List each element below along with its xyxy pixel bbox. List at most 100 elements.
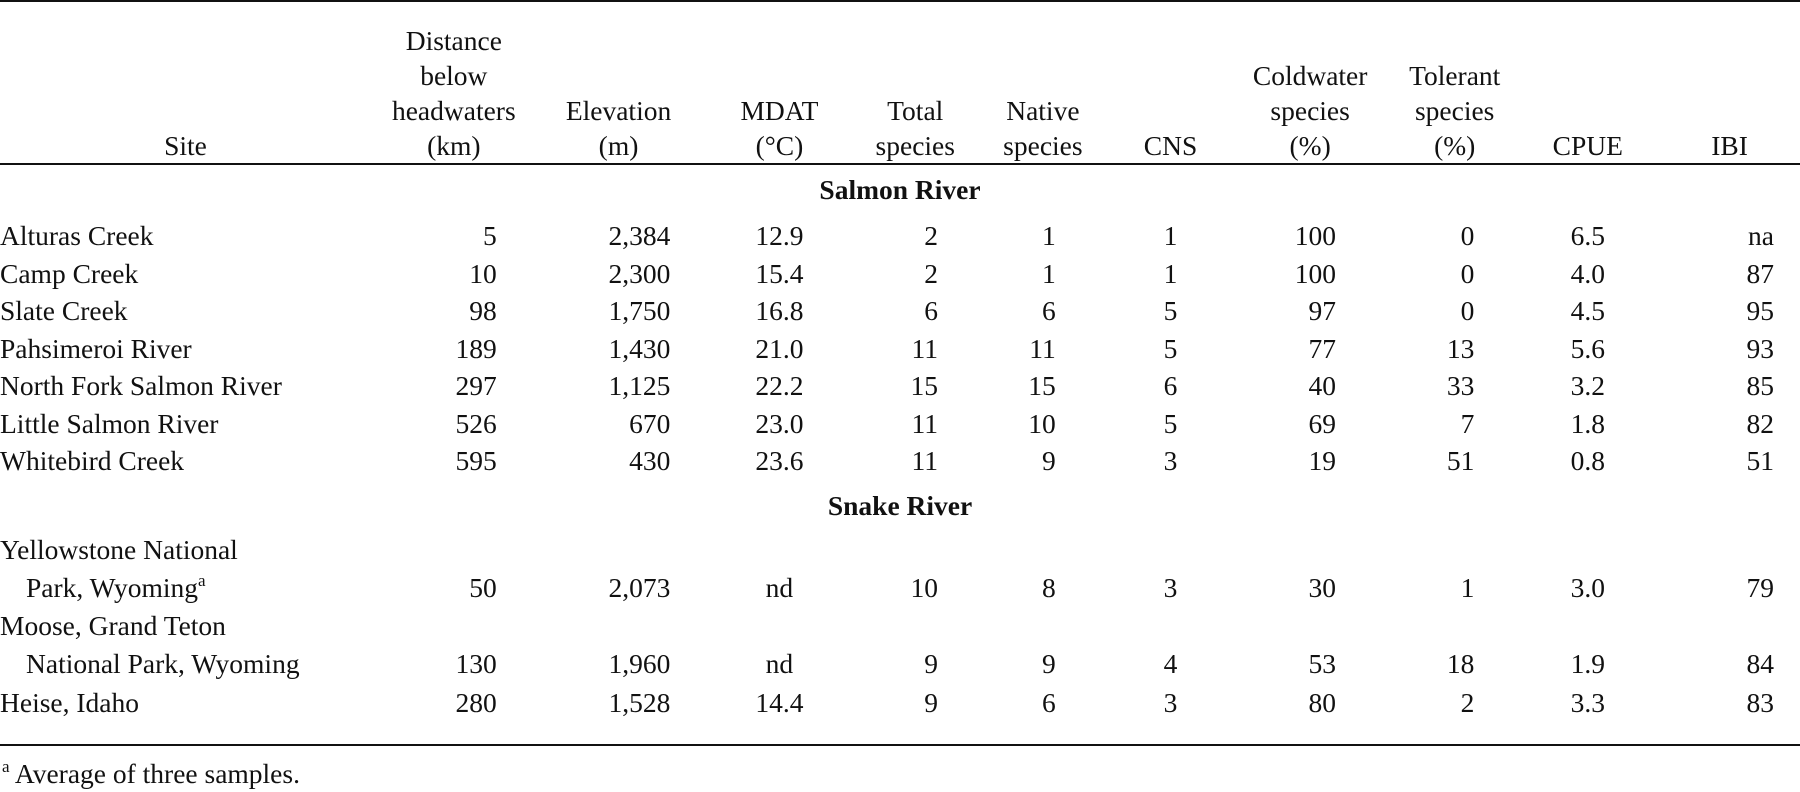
table-row: Pahsimeroi River 189 1,430 21.0 11 11 5 77 13 5.6…	[0, 330, 1800, 368]
mdat-cell: 14.4	[755, 686, 804, 718]
empty-cell	[972, 608, 1114, 644]
column-header-line: species	[1270, 95, 1350, 126]
site-name: Alturas Creek	[0, 220, 154, 251]
tolerant-cell: 0	[1460, 257, 1475, 289]
table-row: Alturas Creek 5 2,384 12.9 2 1 1 100 0 6.5 na	[0, 217, 1800, 255]
empty-cell	[1516, 608, 1659, 644]
column-header-line: MDAT	[740, 95, 819, 126]
coldwater-cell: 53	[1308, 647, 1337, 679]
native-species-cell: 10	[1028, 407, 1056, 439]
column-header-line: below	[420, 60, 488, 91]
mdat-cell: 12.9	[755, 220, 804, 251]
column-header-line: (%)	[1434, 130, 1476, 161]
site-cell: Slate Creek	[0, 292, 371, 330]
ibi-cell: 84	[1746, 647, 1775, 679]
native-species-cell: 11	[1029, 332, 1056, 364]
elevation-cell: 670	[629, 407, 671, 439]
ibi-cell: 51	[1746, 445, 1775, 476]
empty-cell	[1227, 532, 1393, 568]
empty-cell	[371, 532, 537, 568]
group-heading-row: Salmon River	[0, 163, 1800, 217]
elevation-cell: 1,125	[608, 370, 671, 401]
total-species-cell: 9	[924, 686, 938, 718]
cpue-cell: 4.5	[1570, 295, 1605, 326]
mdat-cell: 23.6	[755, 445, 804, 476]
total-species-cell: 11	[911, 407, 938, 439]
data-table: Site Distance below headwaters (km) Elevation…	[0, 2, 1800, 721]
distance-cell: 297	[455, 370, 497, 401]
total-species-cell: 2	[924, 257, 938, 289]
column-header-line: Site	[164, 130, 207, 161]
empty-cell	[537, 532, 701, 568]
column-header-line: species	[1003, 130, 1083, 161]
elevation-cell: 1,528	[608, 686, 671, 718]
mdat-cell: nd	[765, 647, 794, 679]
empty-cell	[371, 608, 537, 644]
cns-cell: 1	[1163, 257, 1178, 289]
cpue-cell: 6.5	[1570, 220, 1605, 251]
coldwater-cell: 77	[1308, 332, 1337, 364]
cpue-cell: 3.3	[1570, 686, 1605, 718]
column-header-line: (m)	[598, 130, 639, 161]
empty-cell	[700, 532, 858, 568]
empty-cell	[1516, 532, 1659, 568]
table-row: Camp Creek 10 2,300 15.4 2 1 1 100 0 4.0 87	[0, 255, 1800, 293]
empty-cell	[1393, 608, 1516, 644]
tolerant-cell: 33	[1446, 370, 1475, 401]
empty-cell	[859, 532, 972, 568]
footnote: a Average of three samples.	[2, 757, 300, 791]
cpue-cell: 0.8	[1570, 445, 1605, 476]
column-header-line: species	[875, 130, 955, 161]
cpue-cell: 4.0	[1570, 257, 1605, 289]
table-row: National Park, Wyoming 130 1,960 nd 9 9 4 53 18 1…	[0, 644, 1800, 684]
cns-cell: 5	[1163, 332, 1178, 364]
empty-cell	[1659, 532, 1800, 568]
ibi-cell: 79	[1746, 571, 1775, 603]
column-header-line: Total	[887, 95, 944, 126]
column-header-line: Coldwater	[1252, 60, 1368, 91]
distance-cell: 5	[482, 220, 497, 251]
site-name: Pahsimeroi River	[0, 332, 192, 364]
total-species-cell: 6	[924, 295, 938, 326]
column-header-line: Native	[1006, 95, 1080, 126]
table-row-site-continued: Moose, Grand Teton	[0, 608, 1800, 644]
footnote-text: Average of three samples.	[9, 758, 300, 789]
column-header: Tolerant species (%)	[1393, 2, 1516, 163]
cpue-cell: 5.6	[1570, 332, 1605, 364]
column-header-line: CPUE	[1552, 130, 1623, 161]
table-row: Little Salmon River 526 670 23.0 11 10 5 69 7 1.8…	[0, 405, 1800, 443]
site-name: Little Salmon River	[0, 407, 219, 439]
ibi-cell: 82	[1746, 407, 1775, 439]
ibi-cell: 87	[1746, 257, 1775, 289]
coldwater-cell: 80	[1308, 686, 1337, 718]
table-row: Whitebird Creek 595 430 23.6 11 9 3 19 51 0.8 51	[0, 442, 1800, 480]
cns-cell: 6	[1163, 370, 1178, 401]
coldwater-cell: 19	[1308, 445, 1337, 476]
table-body: Salmon River Alturas Creek 5 2,384 12.9 2 1 1 10…	[0, 163, 1800, 721]
tolerant-cell: 2	[1460, 686, 1475, 718]
cns-cell: 3	[1163, 445, 1178, 476]
cns-cell: 5	[1163, 407, 1178, 439]
site-name: Camp Creek	[0, 257, 139, 289]
empty-cell	[1659, 608, 1800, 644]
site-cell: National Park, Wyoming	[0, 644, 371, 684]
elevation-cell: 2,300	[608, 257, 671, 289]
empty-cell	[859, 608, 972, 644]
group-heading: Salmon River	[819, 174, 981, 205]
column-header: CPUE	[1516, 2, 1659, 163]
column-header-line: headwaters	[391, 95, 516, 126]
total-species-cell: 11	[911, 445, 938, 476]
site-cell: Pahsimeroi River	[0, 330, 371, 368]
total-species-cell: 9	[924, 647, 938, 679]
empty-cell	[972, 532, 1114, 568]
mdat-cell: 15.4	[755, 257, 804, 289]
site-name: Heise, Idaho	[0, 686, 139, 718]
elevation-cell: 1,750	[608, 295, 671, 326]
elevation-cell: 2,384	[608, 220, 671, 251]
column-header: Native species	[972, 2, 1114, 163]
cns-cell: 3	[1163, 686, 1178, 718]
tolerant-cell: 18	[1446, 647, 1475, 679]
cns-cell: 5	[1163, 295, 1178, 326]
column-header-line: species	[1414, 95, 1495, 126]
native-species-cell: 15	[1028, 370, 1056, 401]
